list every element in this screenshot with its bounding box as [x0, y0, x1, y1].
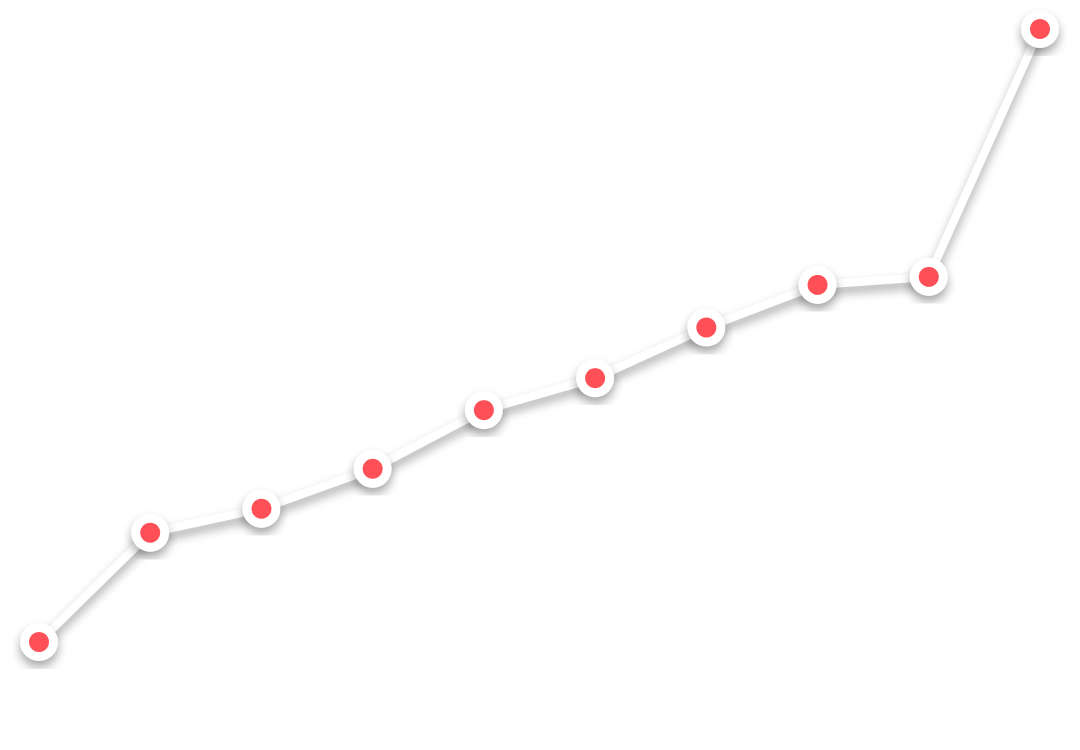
data-point-9[interactable]: [909, 257, 948, 296]
data-point-dot: [918, 266, 939, 287]
data-point-5[interactable]: [464, 391, 503, 430]
data-point-dot: [807, 274, 828, 295]
data-point-dot: [29, 632, 49, 652]
data-point-4[interactable]: [353, 449, 392, 488]
data-point-8[interactable]: [798, 265, 837, 304]
data-point-7[interactable]: [687, 308, 726, 347]
data-point-dot: [585, 368, 606, 389]
data-point-dot: [473, 400, 494, 421]
data-point-dot: [140, 522, 161, 543]
data-point-2[interactable]: [131, 513, 170, 552]
data-point-3[interactable]: [242, 489, 281, 528]
data-point-dot: [1030, 19, 1050, 39]
data-point-dot: [696, 317, 717, 338]
data-point-6[interactable]: [576, 359, 615, 398]
series-layer: [35, 25, 1044, 646]
data-point-dot: [251, 498, 272, 519]
marker-layer: [20, 10, 1059, 661]
series-line: [35, 25, 1044, 646]
data-point-10[interactable]: [1021, 10, 1059, 48]
data-point-dot: [362, 458, 383, 479]
data-point-1[interactable]: [20, 623, 58, 661]
